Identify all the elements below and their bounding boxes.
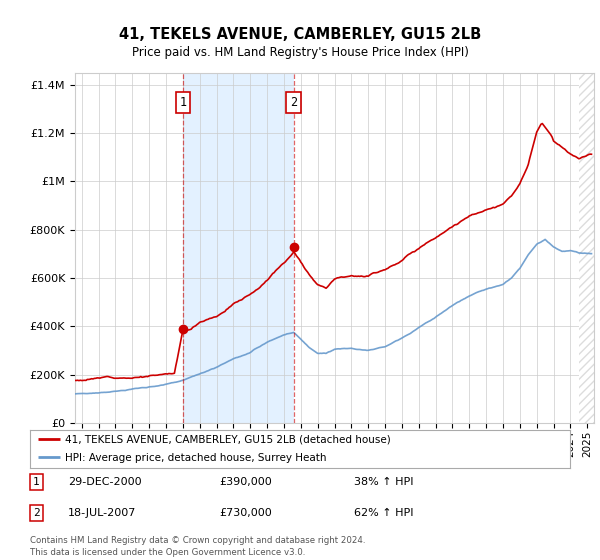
Bar [579,73,594,423]
Text: 29-DEC-2000: 29-DEC-2000 [68,477,142,487]
Bar [579,73,594,423]
Text: Contains HM Land Registry data © Crown copyright and database right 2024.
This d: Contains HM Land Registry data © Crown c… [30,536,365,557]
Text: 41, TEKELS AVENUE, CAMBERLEY, GU15 2LB: 41, TEKELS AVENUE, CAMBERLEY, GU15 2LB [119,27,481,42]
Text: 2: 2 [290,96,297,109]
Text: 18-JUL-2007: 18-JUL-2007 [68,508,136,518]
Bar [183,73,294,423]
Text: £390,000: £390,000 [219,477,272,487]
Text: 2: 2 [33,508,40,518]
Text: 62% ↑ HPI: 62% ↑ HPI [354,508,413,518]
Text: Price paid vs. HM Land Registry's House Price Index (HPI): Price paid vs. HM Land Registry's House … [131,46,469,59]
Text: 1: 1 [179,96,187,109]
Text: HPI: Average price, detached house, Surrey Heath: HPI: Average price, detached house, Surr… [65,453,326,463]
Text: 1: 1 [33,477,40,487]
Text: 38% ↑ HPI: 38% ↑ HPI [354,477,413,487]
Text: 41, TEKELS AVENUE, CAMBERLEY, GU15 2LB (detached house): 41, TEKELS AVENUE, CAMBERLEY, GU15 2LB (… [65,435,391,445]
Text: £730,000: £730,000 [219,508,272,518]
